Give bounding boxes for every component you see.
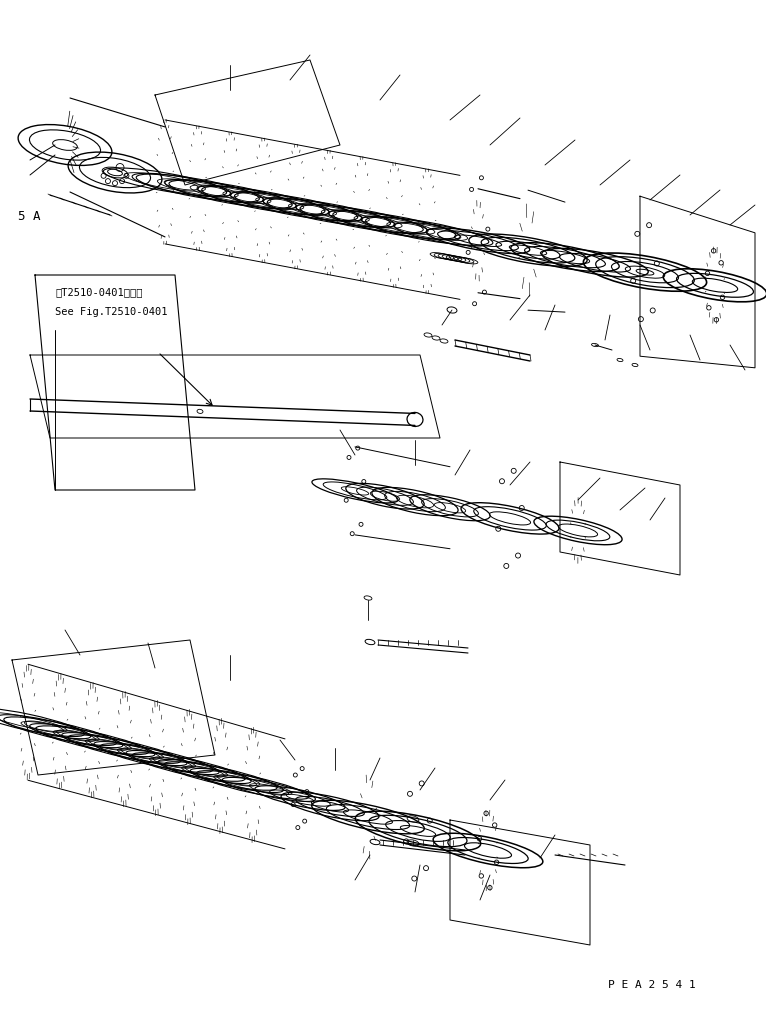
Text: 5 A: 5 A — [18, 210, 41, 223]
Text: 第T2510-0401図参照: 第T2510-0401図参照 — [55, 287, 142, 297]
Text: P E A 2 5 4 1: P E A 2 5 4 1 — [608, 980, 696, 990]
Text: See Fig.T2510-0401: See Fig.T2510-0401 — [55, 307, 168, 317]
Ellipse shape — [407, 412, 423, 427]
